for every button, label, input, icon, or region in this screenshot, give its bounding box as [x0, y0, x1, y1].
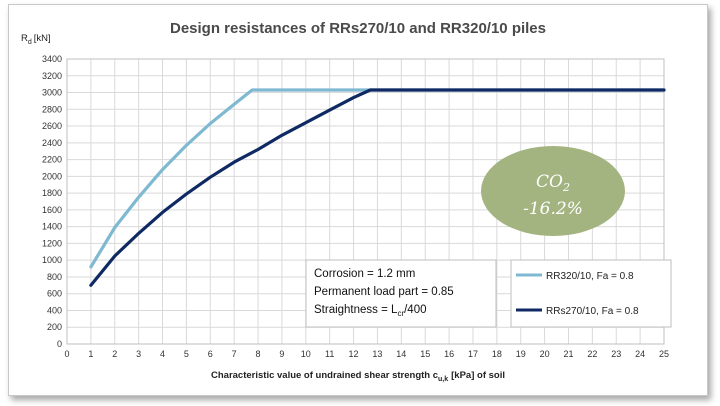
y-axis-label: Rd [kN] — [21, 33, 51, 46]
x-tick-label: 0 — [64, 349, 69, 359]
y-tick-label: 1400 — [42, 222, 62, 232]
plot-area-border — [66, 58, 665, 345]
chart-lines — [89, 88, 666, 287]
x-tick-label: 21 — [563, 349, 573, 359]
x-tick-label: 1 — [88, 349, 93, 359]
x-tick-label: 2 — [112, 349, 117, 359]
x-tick-label: 16 — [444, 349, 454, 359]
y-tick-label: 0 — [57, 339, 62, 349]
x-tick-label: 24 — [635, 349, 645, 359]
y-tick-label: 3200 — [42, 71, 62, 81]
legend-label-rr320: RR320/10, Fa = 0.8 — [546, 271, 634, 282]
x-tick-label: 25 — [659, 349, 669, 359]
series-line-rrs270 — [89, 88, 666, 287]
x-tick-label: 10 — [301, 349, 311, 359]
y-tick-label: 3000 — [42, 88, 62, 98]
y-tick-label: 400 — [47, 305, 62, 315]
annotation-corrosion: Corrosion = 1.2 mm — [314, 268, 415, 280]
annotation-permanent-load: Permanent load part = 0.85 — [314, 286, 454, 298]
y-tick-label: 800 — [47, 272, 62, 282]
x-tick-label: 18 — [492, 349, 502, 359]
y-tick-label: 2400 — [42, 138, 62, 148]
x-tick-label: 15 — [420, 349, 430, 359]
y-tick-label: 1600 — [42, 205, 62, 215]
x-axis-label: Characteristic value of undrained shear … — [211, 370, 505, 383]
y-tick-label: 1800 — [42, 188, 62, 198]
x-tick-label: 9 — [279, 349, 284, 359]
y-tick-label: 2200 — [42, 155, 62, 165]
y-tick-label: 2000 — [42, 171, 62, 181]
x-tick-label: 4 — [160, 349, 165, 359]
chart-frame: Design resistances of RRs270/10 and RR32… — [8, 4, 708, 396]
x-tick-label: 6 — [208, 349, 213, 359]
x-tick-label: 19 — [516, 349, 526, 359]
annotation-straightness: Straightness = Lcr/400 — [314, 304, 427, 318]
co2-badge-value: -16.2% — [523, 199, 583, 219]
x-tick-label: 11 — [325, 349, 334, 359]
series-line-rr320 — [89, 88, 666, 269]
x-tick-label: 20 — [540, 349, 550, 359]
y-tick-label: 600 — [47, 289, 62, 299]
x-tick-label: 17 — [468, 349, 478, 359]
co2-badge-ellipse — [481, 146, 625, 236]
legend: RR320/10, Fa = 0.8 RRs270/10, Fa = 0.8 — [510, 259, 672, 328]
chart-svg: Design resistances of RRs270/10 and RR32… — [21, 20, 672, 383]
x-tick-label: 7 — [232, 349, 237, 359]
y-tick-label: 3400 — [42, 54, 62, 64]
y-tick-label: 2800 — [42, 104, 62, 114]
x-tick-label: 23 — [611, 349, 621, 359]
x-tick-label: 14 — [396, 349, 406, 359]
y-tick-label: 200 — [47, 322, 62, 332]
x-tick-labels: 0 1 2 3 4 5 6 7 8 9 10 11 12 13 14 15 16 17 18 19 20 21 22 23 24… — [64, 349, 669, 359]
y-tick-labels: 0 200 400 600 800 1000 1200 1400 1600 1800 2000 220… — [42, 54, 62, 349]
x-tick-label: 5 — [184, 349, 189, 359]
x-tick-label: 13 — [372, 349, 382, 359]
x-tick-label: 3 — [136, 349, 141, 359]
co2-badge: CO2 -16.2% — [481, 146, 625, 236]
annotation-box: Corrosion = 1.2 mm Permanent load part =… — [305, 259, 497, 328]
x-tick-label: 12 — [349, 349, 359, 359]
y-tick-label: 1000 — [42, 255, 62, 265]
y-tick-label: 1200 — [42, 238, 62, 248]
y-tick-label: 2600 — [42, 121, 62, 131]
chart-title: Design resistances of RRs270/10 and RR32… — [170, 20, 546, 37]
x-tick-label: 22 — [587, 349, 597, 359]
co2-badge-label: CO2 — [536, 172, 570, 194]
x-tick-label: 8 — [256, 349, 261, 359]
legend-label-rrs270: RRs270/10, Fa = 0.8 — [546, 306, 639, 317]
